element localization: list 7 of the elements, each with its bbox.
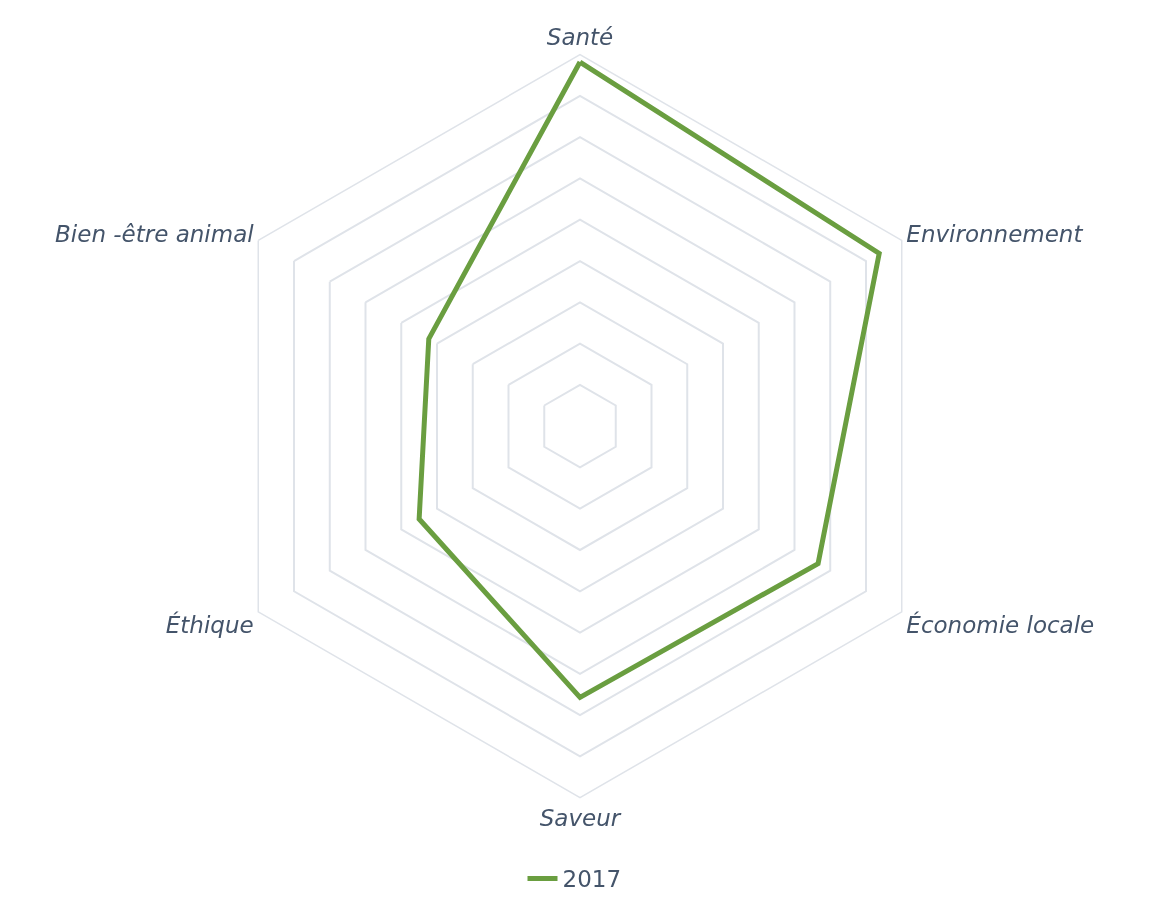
spoke-label: Saveur [539,805,622,831]
spoke-label: Économie locale [906,611,1095,639]
spoke-label: Environnement [906,221,1084,248]
spoke-label: Santé [546,23,614,50]
spoke-label: Éthique [165,611,254,639]
spoke-label: Bien -être animal [55,221,255,248]
legend-label: 2017 [562,866,622,893]
